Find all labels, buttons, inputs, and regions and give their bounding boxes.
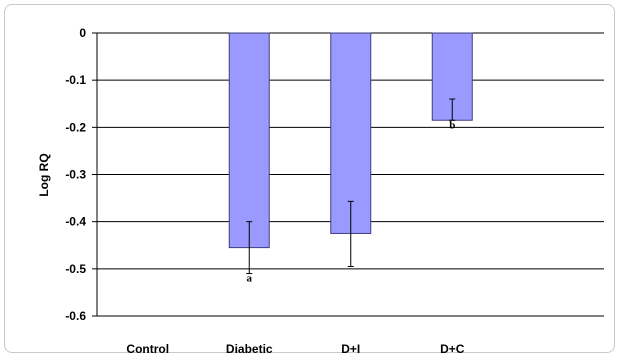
x-tick-labels: Control Diabetic D+I D+C: [126, 342, 464, 356]
y-tick-label: 0: [79, 26, 86, 40]
y-tick-label: -0.5: [65, 262, 86, 276]
axes: [92, 32, 98, 317]
significance-label: a: [247, 273, 253, 285]
y-tick-labels: 0 -0.1 -0.2 -0.3 -0.4 -0.5 -0.6: [65, 26, 86, 323]
y-tick-label: -0.1: [65, 73, 86, 87]
chart-frame: [4, 4, 615, 353]
annotations: ab: [247, 119, 456, 284]
x-tick-label: D+I: [341, 342, 360, 356]
y-tick-label: -0.3: [65, 168, 86, 182]
y-tick-label: -0.4: [65, 215, 86, 229]
significance-label: b: [449, 119, 455, 131]
x-tick-label: Control: [126, 342, 169, 356]
y-axis-label: Log RQ: [37, 153, 51, 196]
x-tick-label: D+C: [440, 342, 465, 356]
x-tick-label: Diabetic: [226, 342, 273, 356]
bar-diabetic: [228, 32, 270, 249]
y-tick-label: -0.6: [65, 309, 86, 323]
error-bars: [246, 98, 456, 275]
y-tick-label: -0.2: [65, 120, 86, 134]
bar-d-i: [330, 32, 372, 234]
